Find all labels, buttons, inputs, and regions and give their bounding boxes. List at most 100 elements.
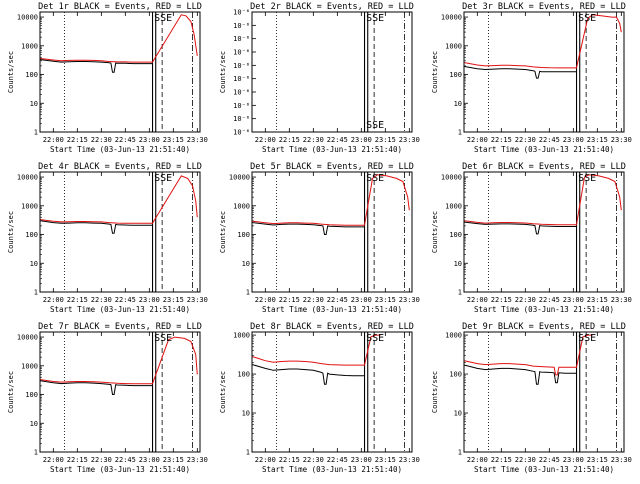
series-line-lld (464, 14, 622, 69)
x-tick-label: 23:15 (163, 456, 184, 464)
y-tick-label: 1 (458, 449, 462, 457)
x-tick-label: 22:45 (327, 136, 348, 144)
y-tick-label: 10⁻⁶ (233, 35, 250, 43)
y-axis-label: Counts/sec (219, 51, 227, 93)
x-tick-label: 22:30 (515, 456, 536, 464)
x-tick-label: 22:30 (91, 456, 112, 464)
y-tick-label: 10⁻⁶ (233, 9, 250, 17)
x-tick-label: 22:15 (279, 136, 300, 144)
y-tick-label: 1 (34, 449, 38, 457)
y-axis-label: Counts/sec (431, 211, 439, 253)
x-tick-label: 22:00 (467, 456, 488, 464)
y-axis-label: Counts/sec (7, 51, 15, 93)
sse-annotation: SSE (154, 173, 172, 184)
x-tick-label: 22:45 (115, 296, 136, 304)
y-tick-label: 1000 (233, 202, 250, 210)
x-tick-label: 23:30 (611, 456, 632, 464)
x-tick-label: 22:15 (279, 456, 300, 464)
x-tick-label: 22:30 (303, 136, 324, 144)
series-line-events (40, 59, 153, 73)
y-tick-label: 1 (458, 129, 462, 137)
y-tick-label: 1000 (445, 332, 462, 340)
y-tick-label: 1000 (21, 42, 38, 50)
x-tick-label: 22:00 (467, 296, 488, 304)
x-tick-label: 23:30 (611, 296, 632, 304)
chart-title: Det 2r BLACK = Events, RED = LLD (250, 2, 414, 12)
x-tick-label: 22:30 (515, 296, 536, 304)
y-tick-label: 10 (242, 260, 250, 268)
plot-frame (251, 171, 413, 293)
sse-annotation: SSE (578, 173, 596, 184)
y-tick-label: 1 (458, 289, 462, 297)
x-tick-label: 22:00 (467, 136, 488, 144)
sse-annotation: SSE (366, 173, 384, 184)
y-tick-label: 1 (34, 129, 38, 137)
chart-title: Det 1r BLACK = Events, RED = LLD (38, 2, 202, 12)
series-line-lld (252, 334, 381, 366)
y-axis-label: Counts/sec (219, 211, 227, 253)
x-tick-label: 22:15 (279, 296, 300, 304)
y-tick-label: 100 (237, 371, 250, 379)
chart-panel-7: Det 7r BLACK = Events, RED = LLD Counts/s… (7, 322, 208, 474)
x-tick-label: 23:30 (187, 456, 208, 464)
y-tick-label: 100 (25, 71, 38, 79)
y-tick-label: 10 (454, 410, 462, 418)
chart-panel-4: Det 4r BLACK = Events, RED = LLD Counts/s… (7, 162, 208, 314)
x-tick-label: 22:30 (515, 136, 536, 144)
x-tick-label: 23:30 (611, 136, 632, 144)
y-tick-label: 1000 (445, 202, 462, 210)
y-axis-label: Counts/sec (219, 371, 227, 413)
x-axis-label: Start Time (03-Jun-13 21:51:40) (262, 145, 402, 154)
sse-annotation: SSE (578, 13, 596, 24)
y-tick-label: 10000 (17, 334, 38, 342)
x-tick-label: 22:45 (539, 296, 560, 304)
series-line-events (464, 66, 577, 79)
series-line-lld (40, 175, 198, 224)
x-tick-label: 22:00 (255, 136, 276, 144)
y-tick-label: 10 (454, 260, 462, 268)
chart-title: Det 7r BLACK = Events, RED = LLD (38, 322, 202, 332)
x-tick-label: 22:15 (491, 136, 512, 144)
series-line-lld (252, 174, 410, 226)
y-tick-label: 10⁻⁶ (233, 62, 250, 70)
chart-panel-5: Det 5r BLACK = Events, RED = LLD Counts/s… (219, 162, 420, 314)
x-tick-label: 22:30 (91, 296, 112, 304)
y-tick-label: 10 (30, 420, 38, 428)
sse-annotation: SSE (366, 13, 384, 24)
x-axis-label: Start Time (03-Jun-13 21:51:40) (474, 305, 614, 314)
series-line-lld (40, 14, 198, 63)
series-line-events (252, 364, 365, 385)
sse-annotation: SSE (366, 333, 384, 344)
x-tick-label: 23:15 (587, 456, 608, 464)
y-tick-label: 10 (30, 100, 38, 108)
x-tick-label: 22:00 (255, 456, 276, 464)
y-tick-label: 100 (25, 391, 38, 399)
plot-frame (39, 171, 201, 293)
series-line-events (464, 221, 577, 235)
x-tick-label: 22:00 (43, 296, 64, 304)
y-axis-label: Counts/sec (431, 51, 439, 93)
chart-panel-9: Det 9r BLACK = Events, RED = LLD Counts/s… (431, 322, 632, 474)
x-tick-label: 23:30 (399, 296, 420, 304)
y-tick-label: 10⁻⁶ (233, 115, 250, 123)
x-tick-label: 22:45 (115, 456, 136, 464)
y-tick-label: 10000 (229, 174, 250, 182)
x-tick-label: 22:45 (115, 136, 136, 144)
x-axis-label: Start Time (03-Jun-13 21:51:40) (50, 305, 190, 314)
x-tick-label: 23:00 (139, 136, 160, 144)
x-tick-label: 23:00 (351, 296, 372, 304)
series-line-events (40, 220, 153, 234)
chart-title: Det 3r BLACK = Events, RED = LLD (462, 2, 626, 12)
x-tick-label: 22:00 (43, 456, 64, 464)
x-tick-label: 23:00 (139, 456, 160, 464)
x-tick-label: 22:00 (43, 136, 64, 144)
x-tick-label: 23:15 (375, 296, 396, 304)
y-tick-label: 10000 (441, 174, 462, 182)
x-tick-label: 23:00 (351, 136, 372, 144)
chart-title: Det 6r BLACK = Events, RED = LLD (462, 162, 626, 172)
y-tick-label: 100 (449, 71, 462, 79)
x-tick-label: 23:30 (187, 136, 208, 144)
y-axis-label: Counts/sec (431, 371, 439, 413)
x-axis-label: Start Time (03-Jun-13 21:51:40) (474, 465, 614, 474)
